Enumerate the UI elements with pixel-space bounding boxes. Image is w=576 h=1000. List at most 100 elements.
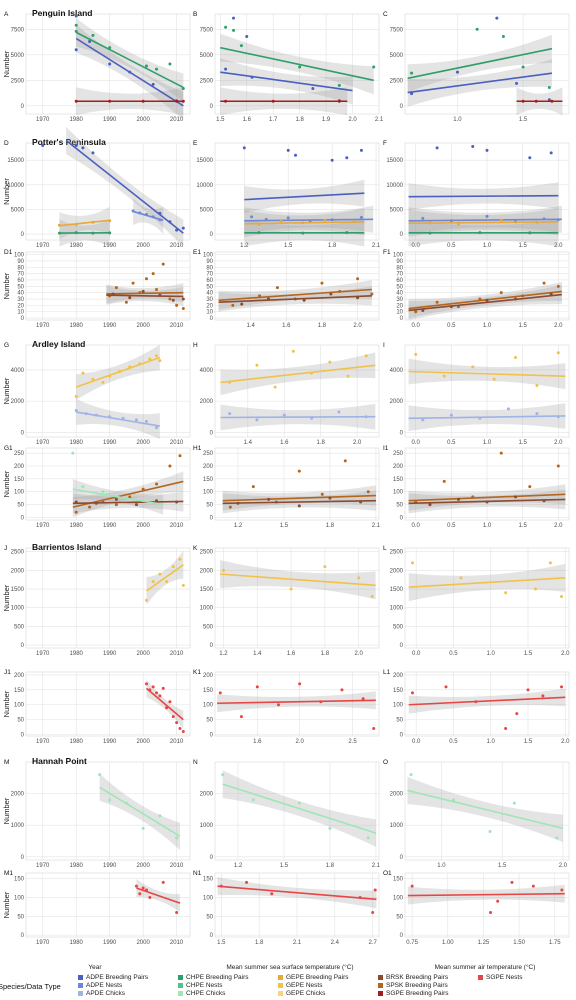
data-point [328, 360, 332, 364]
fit-line [408, 293, 562, 312]
data-point [267, 497, 271, 501]
data-point [128, 70, 132, 74]
data-point [323, 218, 327, 222]
y-tick-label: 200 [203, 464, 214, 470]
data-point [542, 499, 546, 503]
x-tick-label: 1980 [70, 651, 84, 657]
legend-swatch [178, 975, 183, 980]
legend-item: BRSK Breeding Pairs [378, 974, 449, 981]
panel-h: 1.4 1.6 1.8 2.0 0 2000 4000 H [193, 342, 380, 446]
legend-label: SGPE Nests [486, 974, 523, 981]
plot-area [404, 547, 570, 649]
legend-item: GEPE Nests [278, 982, 323, 989]
panel-letter: F1 [383, 249, 391, 256]
data-point [555, 836, 559, 840]
data-point [155, 482, 159, 486]
data-point [345, 156, 349, 160]
y-tick-label: 0 [21, 316, 25, 322]
gridlines [26, 345, 190, 437]
y-tick-label: 5000 [390, 53, 404, 59]
data-point [289, 587, 293, 591]
y-tick-label: 7500 [11, 27, 25, 33]
data-point [138, 892, 142, 896]
y-tick-label: 2000 [11, 792, 25, 798]
x-tick-label: 1970 [36, 323, 50, 329]
panel-letter: H1 [193, 445, 202, 452]
legend-swatch [178, 983, 183, 988]
y-tick-label: 50 [206, 718, 213, 724]
x-tick-label: 2000 [136, 117, 150, 123]
data-point [250, 215, 254, 219]
y-tick-label: 1000 [200, 606, 214, 612]
data-point [232, 28, 236, 32]
fit-line [222, 499, 376, 505]
data-point [343, 459, 347, 463]
data-point [535, 220, 539, 224]
y-tick-label: 0 [210, 232, 214, 238]
data-point [361, 697, 365, 701]
x-tick-label: 0.5 [449, 651, 458, 657]
y-tick-label: 0 [21, 430, 25, 436]
data-point [148, 895, 152, 899]
data-point [485, 500, 489, 504]
gridlines [405, 14, 569, 114]
y-tick-label: 0 [400, 232, 404, 238]
data-point [533, 587, 537, 591]
data-point [114, 286, 118, 290]
panel-letter: I1 [383, 445, 389, 452]
y-tick-label: 70 [17, 272, 24, 278]
y-tick-label: 1000 [390, 823, 404, 829]
data-point [488, 830, 492, 834]
panel-letter: G1 [4, 445, 13, 452]
x-tick-label: 2010 [170, 323, 184, 329]
data-point [74, 14, 78, 18]
plot-area [214, 142, 380, 241]
x-tick-label: 1.50 [513, 940, 525, 946]
gridlines [26, 252, 190, 320]
x-tick-label: 2.0 [353, 440, 362, 446]
legend-item: CHPE Breeding Pairs [178, 974, 249, 981]
x-tick-label: 1.8 [255, 940, 264, 946]
y-tick-label: 10000 [386, 183, 403, 189]
x-tick-label: 1.0 [453, 117, 462, 123]
data-point [158, 211, 162, 215]
panel-letter: E [193, 140, 198, 147]
plot-area [214, 671, 380, 737]
legend-label: GEPE Breeding Pairs [286, 974, 349, 981]
y-tick-label: 20 [17, 303, 24, 309]
y-tick-label: 50 [17, 284, 24, 290]
data-point [528, 231, 532, 235]
data-point [273, 385, 277, 389]
plot-area [404, 13, 570, 115]
data-point [175, 228, 179, 232]
data-point [510, 880, 514, 884]
x-tick-label: 1.5 [284, 243, 293, 249]
data-point [141, 826, 145, 830]
data-point [255, 418, 259, 422]
x-tick-label: 1980 [70, 323, 84, 329]
y-tick-label: 50 [396, 718, 403, 724]
plot-area [25, 547, 191, 649]
y-tick-label: 100 [14, 703, 25, 709]
y-axis-label: Number [2, 272, 11, 299]
chart-panels: 1970 1980 1990 2000 20100250050007500NumberA… [2, 8, 570, 946]
x-tick-label: 0.5 [447, 323, 456, 329]
panel-j1: 1970 1980 1990 2000 2010 0 50 100 150 200 Number J1 [2, 669, 191, 745]
y-tick-label: 10 [206, 310, 213, 316]
y-tick-label: 150 [14, 688, 25, 694]
y-axis-label: Number [2, 470, 11, 497]
data-point [151, 580, 155, 584]
y-tick-label: 0 [400, 733, 404, 739]
data-point [286, 216, 290, 220]
data-point [108, 62, 112, 66]
data-point [428, 503, 432, 507]
x-tick-label: 0.0 [412, 440, 421, 446]
panel-letter: G [4, 342, 9, 349]
data-point [144, 64, 148, 68]
y-tick-label: 90 [206, 259, 213, 265]
panel-letter: D1 [4, 249, 13, 256]
y-tick-label: 80 [396, 265, 403, 271]
y-axis-label: Number [2, 50, 11, 77]
x-tick-label: 1990 [103, 523, 117, 529]
data-point [337, 83, 341, 87]
